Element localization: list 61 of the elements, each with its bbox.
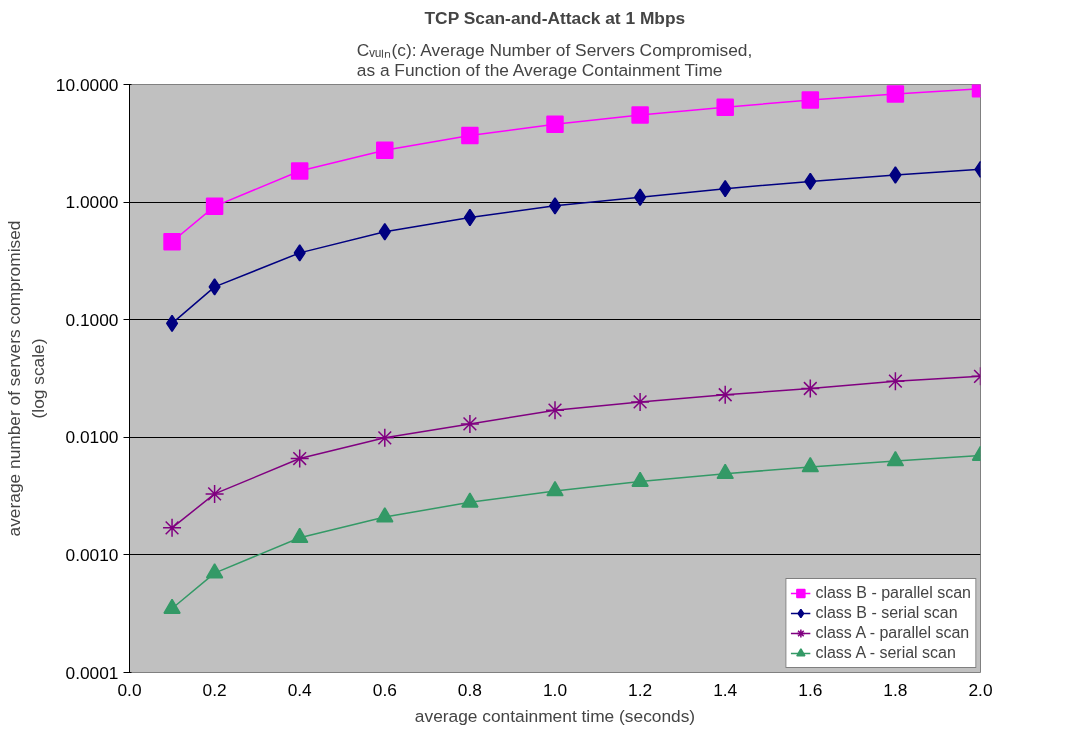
legend-label: class A - serial scan — [815, 644, 956, 662]
legend-label: class B - serial scan — [815, 604, 958, 622]
y-axis-title: average number of servers compromised (log scale) — [3, 220, 48, 537]
point — [205, 563, 224, 579]
point — [716, 98, 734, 117]
point — [631, 106, 649, 124]
point — [290, 162, 309, 180]
x-tick-label: 2.0 — [968, 679, 993, 700]
x-tick-label: 0.0 — [117, 679, 142, 700]
x-tick-label: 0.8 — [457, 679, 482, 700]
legend-label: class A - parallel scan — [815, 624, 970, 642]
point — [886, 450, 905, 467]
point — [801, 456, 820, 473]
x-tick-label: 1.8 — [883, 679, 908, 700]
point — [634, 188, 647, 206]
point — [631, 471, 649, 487]
point — [460, 414, 480, 434]
x-tick-label: 1.4 — [713, 679, 738, 700]
y-tick-label: 0.0100 — [65, 427, 119, 448]
chart-subtitle: Cᵥᵤₗₙ(c): Average Number of Servers Compromised, as a Function of the Average Containment Time — [356, 39, 753, 80]
x-axis-title: average containment time (seconds) — [414, 705, 696, 726]
point — [162, 518, 182, 538]
point — [800, 378, 821, 399]
point — [546, 480, 564, 497]
x-tick-label: 0.4 — [287, 679, 313, 700]
x-tick-label: 0.2 — [202, 679, 227, 700]
point — [163, 233, 181, 251]
point — [461, 492, 479, 508]
point — [548, 197, 562, 215]
point — [801, 91, 820, 109]
point — [886, 85, 905, 103]
y-tick-label: 0.0010 — [65, 544, 119, 565]
y-tick-label: 1.0000 — [65, 192, 119, 213]
point — [205, 197, 224, 216]
point — [545, 400, 565, 420]
point — [376, 141, 394, 159]
y-tick-label: 0.1000 — [65, 309, 119, 330]
y-tick-label: 10.0000 — [55, 74, 119, 95]
point — [889, 166, 902, 184]
legend-label: class B - parallel scan — [815, 584, 971, 602]
point — [716, 463, 734, 480]
point — [204, 484, 225, 504]
y-tick-label: 0.0001 — [65, 662, 119, 683]
point — [293, 244, 306, 262]
x-tick-label: 0.6 — [372, 679, 397, 700]
x-tick-label: 1.6 — [798, 679, 823, 700]
point — [290, 527, 309, 544]
point — [208, 278, 221, 296]
point — [546, 115, 564, 133]
chart-title: TCP Scan-and-Attack at 1 Mbps — [424, 7, 686, 28]
point — [461, 126, 479, 145]
x-tick-label: 1.0 — [542, 679, 568, 700]
point — [630, 392, 650, 412]
point — [289, 448, 310, 469]
point — [376, 507, 394, 523]
point — [885, 371, 906, 391]
point — [375, 428, 395, 448]
x-tick-label: 1.2 — [628, 679, 653, 700]
point — [163, 598, 181, 614]
point — [165, 314, 179, 333]
point — [715, 385, 735, 405]
